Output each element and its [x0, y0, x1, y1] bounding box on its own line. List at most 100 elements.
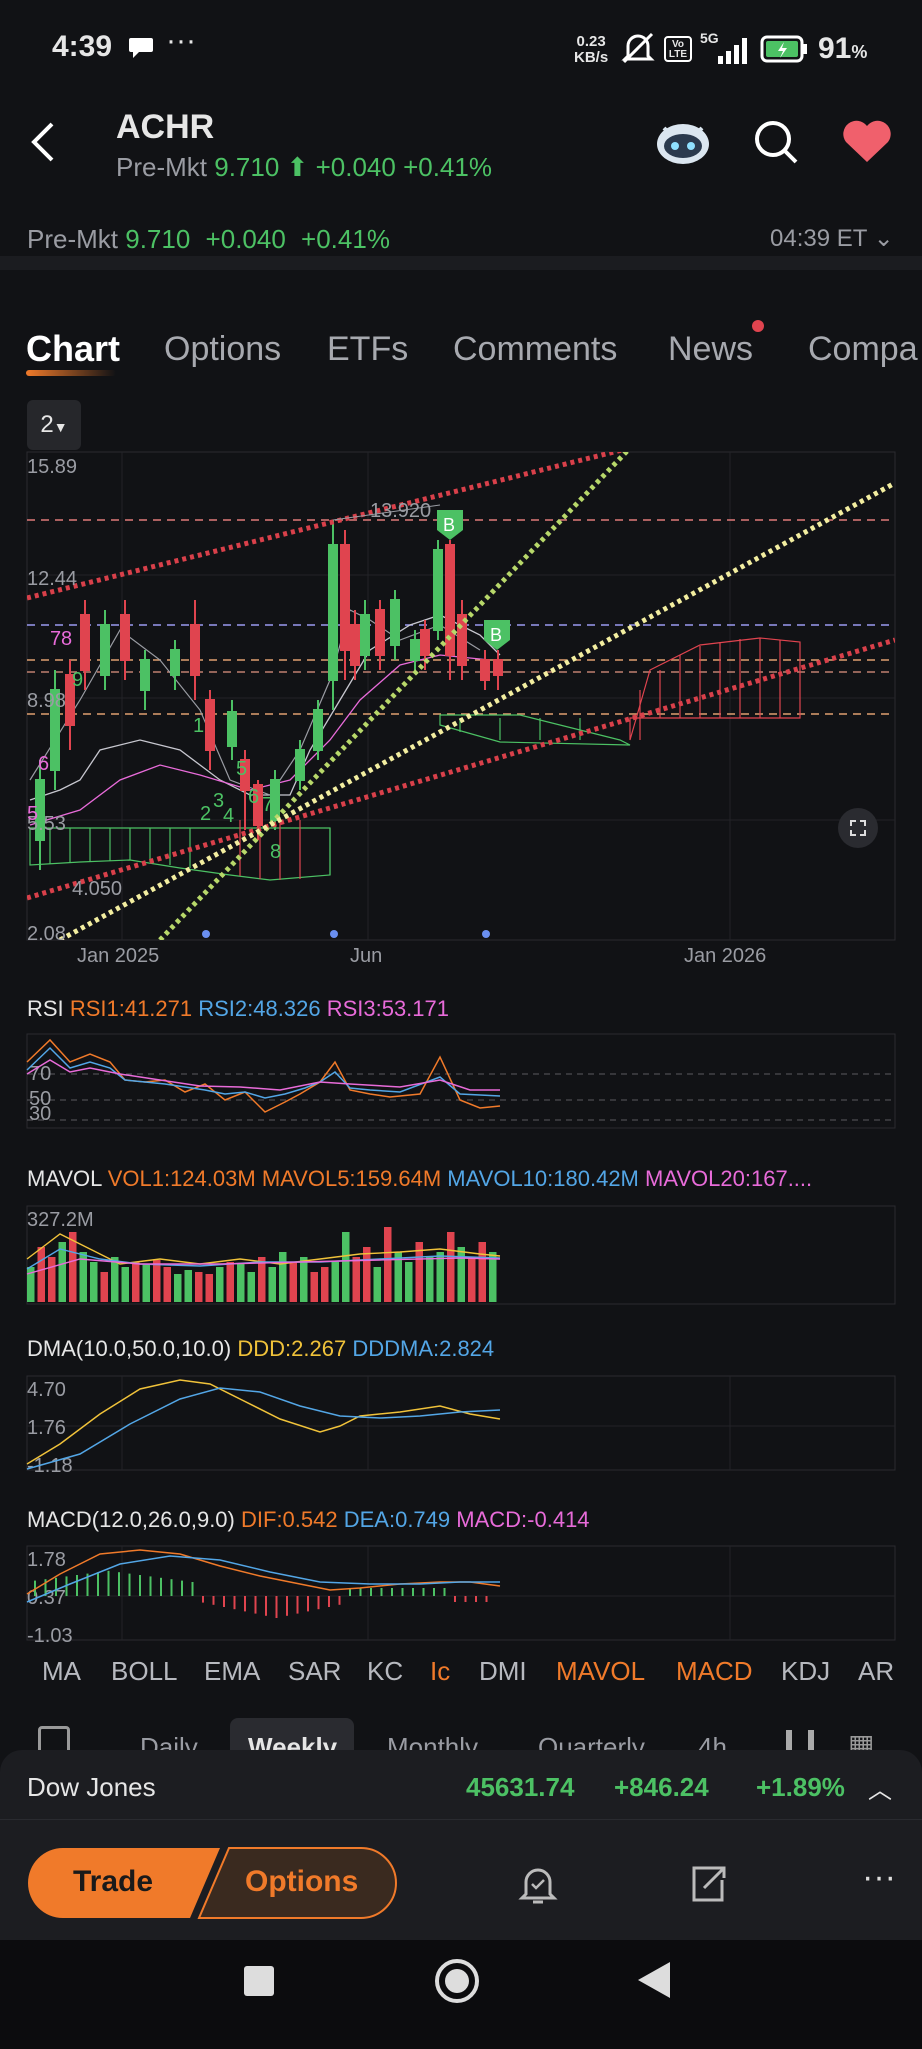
x-axis-labels: Jan 2025 Jun Jan 2026: [77, 945, 766, 967]
back-triangle-icon[interactable]: [636, 1960, 672, 2005]
wave-label: 8: [270, 841, 281, 863]
share-icon[interactable]: [688, 1862, 728, 1911]
net-speed: 0.23 KB/s: [574, 34, 608, 66]
tab-options[interactable]: Options: [164, 330, 282, 368]
volume-bar: [352, 1257, 360, 1302]
ind-ar[interactable]: AR: [858, 1656, 895, 1686]
rsi-level: 70: [29, 1063, 51, 1085]
rsi1-value: RSI1:41.271: [69, 996, 193, 1021]
home-circle-icon[interactable]: [434, 1958, 480, 2009]
volume-bar: [447, 1232, 455, 1302]
tab-etfs[interactable]: ETFs: [327, 330, 409, 368]
volume-chart[interactable]: 327.2M: [0, 1204, 922, 1308]
premkt-bar-change: +0.040: [205, 224, 286, 254]
period-selector[interactable]: 2▼: [27, 400, 81, 450]
volume-bar: [237, 1264, 245, 1302]
volume-bar: [373, 1267, 381, 1302]
signal-icon: [712, 36, 752, 69]
ind-mavol[interactable]: MAVOL: [556, 1656, 646, 1686]
stock-symbol: ACHR: [116, 108, 215, 146]
robot-avatar-icon[interactable]: [654, 114, 712, 171]
volume-bar: [363, 1247, 371, 1302]
mavol5-value: MAVOL5:159.64M: [261, 1166, 442, 1191]
volume-bar: [478, 1242, 486, 1302]
dea-line: [26, 1555, 500, 1603]
tab-company[interactable]: Compa: [808, 330, 918, 368]
macd-name: MACD(12.0,26.0,9.0): [27, 1507, 235, 1532]
high-label: 13.920: [370, 500, 431, 522]
x-tick: Jan 2025: [77, 945, 159, 967]
volume-bar: [111, 1257, 119, 1302]
wave-label: 5: [236, 758, 247, 780]
volume-bar: [321, 1267, 329, 1302]
chevron-up-icon[interactable]: ︿: [868, 1777, 892, 1804]
mavol20-line: [26, 1257, 501, 1275]
premkt-quote: Pre-Mkt 9.710 +0.040 +0.41%: [27, 224, 390, 255]
index-change: +846.24: [614, 1772, 709, 1802]
y-tick: 12.44: [27, 568, 77, 590]
volte-icon: Vo LTE: [664, 36, 692, 62]
candle-type-icon[interactable]: [786, 1730, 814, 1756]
tab-news[interactable]: News: [668, 330, 754, 368]
news-badge-dot: [752, 320, 764, 332]
trade-button[interactable]: Trade: [73, 1865, 154, 1898]
chat-notification-icon: [128, 36, 154, 65]
index-ticker[interactable]: Dow Jones 45631.74 +846.24 +1.89% ︿: [0, 1750, 922, 1820]
marker-text: B: [443, 515, 455, 535]
session-time[interactable]: 04:39 ET ⌄: [770, 224, 894, 253]
volume-bar: [100, 1272, 108, 1302]
y-tick: 8.98: [27, 690, 66, 712]
more-icon[interactable]: ···: [862, 1858, 896, 1896]
expand-icon[interactable]: [838, 808, 878, 848]
volume-bar: [342, 1232, 350, 1302]
tab-chart[interactable]: Chart: [26, 328, 121, 369]
macd-tick: -1.03: [27, 1625, 73, 1644]
battery-level: 91%: [818, 32, 867, 66]
ind-kc[interactable]: KC: [367, 1656, 404, 1686]
rsi-header[interactable]: RSI RSI1:41.271 RSI2:48.326 RSI3:53.171: [27, 996, 449, 1022]
ind-dmi[interactable]: DMI: [479, 1656, 527, 1686]
wave-label: 4: [223, 805, 234, 827]
dea-value: DEA:0.749: [343, 1507, 451, 1532]
rsi-chart[interactable]: 70 50 30: [0, 1032, 922, 1132]
price: 9.710: [214, 152, 280, 182]
x-tick: Jun: [350, 945, 382, 967]
ind-ma[interactable]: MA: [42, 1656, 81, 1686]
dma-chart[interactable]: 4.70 1.76 -1.18: [0, 1374, 922, 1474]
ind-ichimoku[interactable]: Ic: [430, 1656, 451, 1686]
volume-bar: [468, 1257, 476, 1302]
ind-sar[interactable]: SAR: [288, 1656, 342, 1686]
index-change-pct: +1.89%: [756, 1772, 845, 1802]
wave-label: 5: [27, 803, 38, 825]
back-arrow-icon[interactable]: [24, 118, 64, 168]
candles: [35, 520, 503, 870]
premarket-bar: Pre-Mkt 9.710 +0.040 +0.41% 04:39 ET ⌄: [0, 210, 922, 270]
macd-header[interactable]: MACD(12.0,26.0,9.0) DIF:0.542 DEA:0.749 …: [27, 1507, 590, 1533]
session-time-value: 04:39 ET: [770, 225, 867, 252]
y-axis-labels: 15.89 12.44 8.98 5.53 2.08: [27, 456, 77, 945]
rsi2-value: RSI2:48.326: [198, 996, 321, 1021]
volume-bar: [436, 1252, 444, 1302]
alert-bell-icon[interactable]: [518, 1862, 558, 1911]
rsi-name: RSI: [27, 996, 64, 1021]
dddma-value: DDDMA:2.824: [352, 1336, 495, 1361]
volume-bar: [163, 1267, 171, 1302]
recents-square-icon[interactable]: [244, 1966, 274, 1996]
tab-comments[interactable]: Comments: [453, 330, 618, 368]
macd-chart[interactable]: 1.78 0.37 -1.03: [0, 1544, 922, 1644]
dma-header[interactable]: DMA(10.0,50.0,10.0) DDD:2.267 DDDMA:2.82…: [27, 1336, 494, 1362]
buy-marker-2: B: [484, 620, 510, 650]
heart-icon[interactable]: [840, 118, 894, 171]
ind-ema[interactable]: EMA: [204, 1656, 261, 1686]
macd-value: MACD:-0.414: [456, 1507, 590, 1532]
search-icon[interactable]: [752, 118, 800, 171]
ind-macd[interactable]: MACD: [676, 1656, 753, 1686]
volume-bar: [37, 1247, 45, 1302]
mavol-header[interactable]: MAVOL VOL1:124.03M MAVOL5:159.64M MAVOL1…: [27, 1166, 812, 1192]
candlestick-chart[interactable]: 15.89 12.44 8.98 5.53 2.08 13.920 4.050 …: [0, 450, 922, 970]
battery-icon: [760, 34, 810, 69]
period-selector-value: 2: [40, 411, 54, 438]
ind-boll[interactable]: BOLL: [111, 1656, 178, 1686]
ind-kdj[interactable]: KDJ: [781, 1656, 831, 1686]
options-button[interactable]: Options: [245, 1865, 359, 1898]
